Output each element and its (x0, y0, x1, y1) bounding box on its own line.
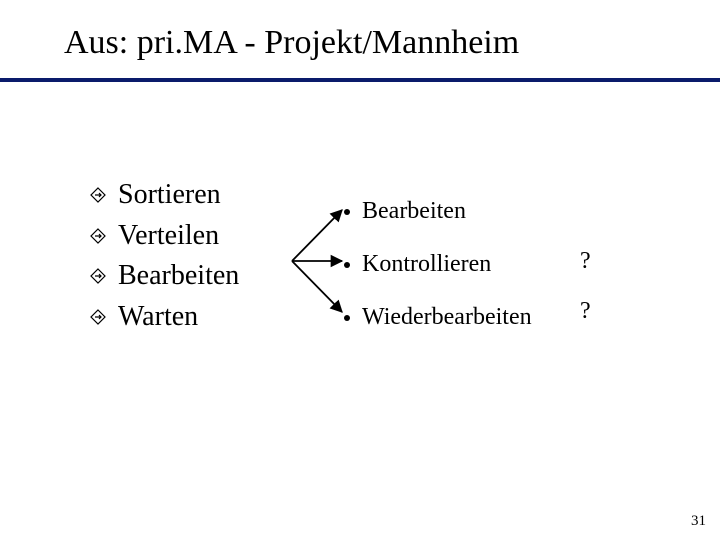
question-mark: ? (580, 298, 591, 322)
slide-title: Aus: pri.MA - Projekt/Mannheim (64, 24, 519, 62)
list-item: Verteilen (90, 216, 239, 257)
list-item: Sortieren (90, 175, 239, 216)
list-item: Bearbeiten (340, 198, 532, 225)
bullet-icon (344, 315, 350, 321)
list-item: Kontrollieren (340, 251, 532, 278)
list-item: Warten (90, 297, 239, 338)
list-item: Wiederbearbeiten (340, 304, 532, 331)
left-item-label: Sortieren (118, 175, 221, 216)
left-item-label: Verteilen (118, 216, 219, 257)
list-item: Bearbeiten (90, 256, 239, 297)
left-item-label: Bearbeiten (118, 256, 239, 297)
diamond-arrow-icon (90, 175, 108, 216)
left-item-label: Warten (118, 297, 198, 338)
title-underline (0, 78, 720, 82)
branching-arrows-icon (288, 196, 348, 326)
right-list: Bearbeiten Kontrollieren Wiederbearbeite… (340, 198, 532, 357)
right-item-label: Bearbeiten (362, 198, 466, 225)
bullet-icon (344, 262, 350, 268)
question-mark: ? (580, 248, 591, 272)
page-number: 31 (691, 513, 706, 530)
slide: Aus: pri.MA - Projekt/Mannheim Sortieren… (0, 0, 720, 540)
bullet-icon (344, 209, 350, 215)
question-mark (580, 198, 591, 222)
diamond-arrow-icon (90, 216, 108, 257)
right-item-label: Kontrollieren (362, 251, 491, 278)
diamond-arrow-icon (90, 297, 108, 338)
diamond-arrow-icon (90, 256, 108, 297)
right-item-label: Wiederbearbeiten (362, 304, 532, 331)
left-list: Sortieren Verteilen Bearbeiten Warten (90, 175, 239, 337)
question-column: ? ? (580, 198, 591, 348)
